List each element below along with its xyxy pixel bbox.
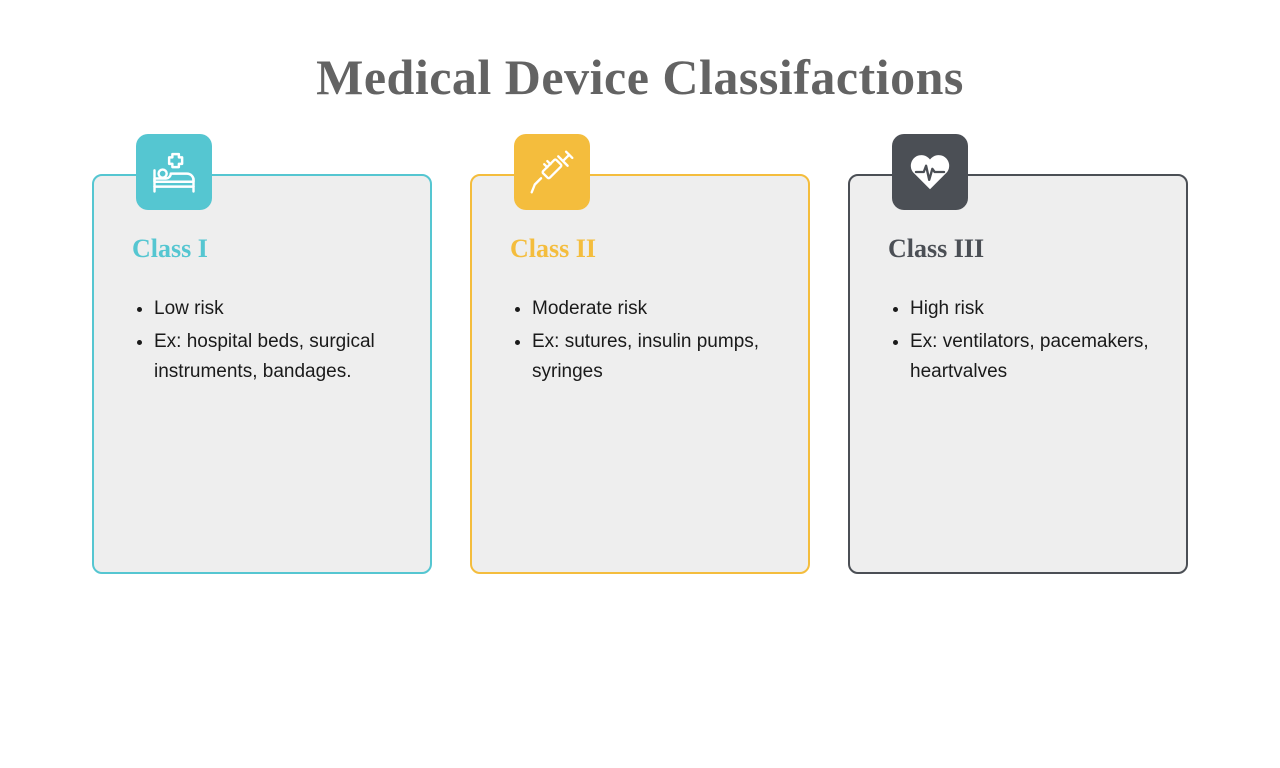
bullet: Ex: sutures, insulin pumps, syringes (532, 327, 778, 386)
card-bullets-class3: High risk Ex: ventilators, pacemakers, h… (880, 294, 1156, 386)
card-bullets-class2: Moderate risk Ex: sutures, insulin pumps… (502, 294, 778, 386)
card-class2: Class II Moderate risk Ex: sutures, insu… (470, 174, 810, 574)
hospital-bed-icon (136, 134, 212, 210)
syringe-icon (514, 134, 590, 210)
bullet: Moderate risk (532, 294, 778, 323)
card-row: Class I Low risk Ex: hospital beds, surg… (0, 174, 1280, 574)
card-bullets-class1: Low risk Ex: hospital beds, surgical ins… (124, 294, 400, 386)
heart-monitor-icon (892, 134, 968, 210)
card-title-class2: Class II (510, 234, 778, 264)
bullet: Low risk (154, 294, 400, 323)
page-title: Medical Device Classifactions (0, 48, 1280, 106)
bullet: Ex: ventilators, pacemakers, heartvalves (910, 327, 1156, 386)
card-title-class3: Class III (888, 234, 1156, 264)
card-class3: Class III High risk Ex: ventilators, pac… (848, 174, 1188, 574)
bullet: High risk (910, 294, 1156, 323)
card-title-class1: Class I (132, 234, 400, 264)
card-class1: Class I Low risk Ex: hospital beds, surg… (92, 174, 432, 574)
bullet: Ex: hospital beds, surgical instruments,… (154, 327, 400, 386)
